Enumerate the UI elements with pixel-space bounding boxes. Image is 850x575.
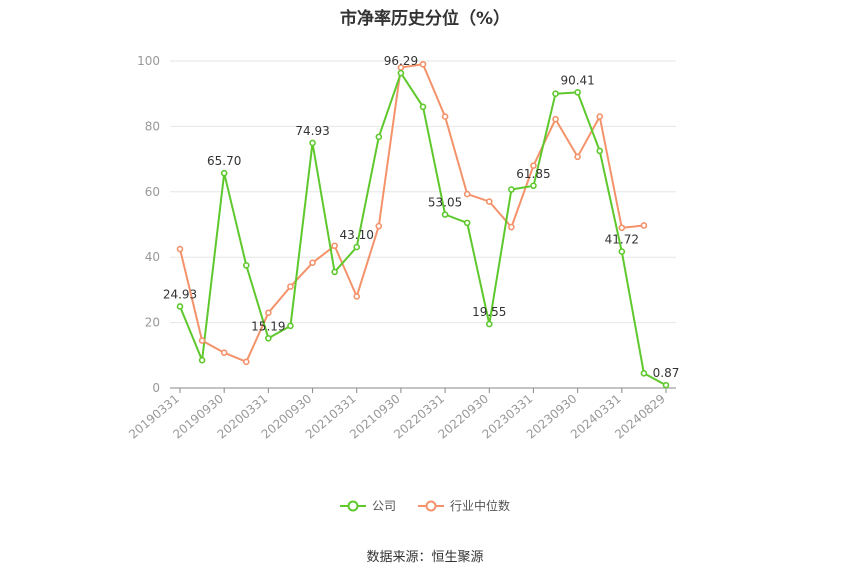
data-point-industry	[596, 113, 604, 120]
data-point-industry	[552, 115, 559, 123]
y-tick-label: 80	[145, 119, 160, 133]
data-point-industry	[242, 358, 250, 366]
y-tick-label: 60	[145, 185, 160, 199]
series-lines	[179, 63, 667, 387]
grid-lines	[170, 60, 676, 324]
data-point-company	[176, 303, 184, 310]
data-point-industry	[287, 283, 294, 290]
data-point-industry	[220, 349, 228, 356]
data-point-company	[198, 356, 206, 364]
data-point-company	[353, 243, 361, 251]
data-label-company: 19.55	[472, 305, 506, 319]
data-point-company	[508, 186, 515, 193]
data-point-industry	[441, 113, 449, 120]
data-point-company	[596, 147, 604, 155]
data-point-industry	[618, 224, 626, 232]
legend-company-marker-icon	[339, 500, 366, 511]
y-tick-label: 40	[145, 250, 160, 264]
legend: 公司 行业中位数	[0, 497, 850, 514]
data-source: 数据来源：恒生聚源	[366, 550, 484, 565]
data-label-company: 74.93	[295, 124, 329, 138]
data-point-company	[574, 89, 581, 96]
data-label-company: 43.10	[340, 228, 374, 242]
series-line-industry	[179, 63, 645, 363]
data-point-industry	[265, 309, 272, 317]
y-tick-label: 0	[152, 381, 160, 395]
data-point-company	[287, 322, 294, 330]
data-point-industry	[309, 259, 316, 267]
data-point-company	[265, 335, 272, 342]
legend-industry-marker-icon	[418, 500, 444, 511]
data-point-company	[485, 320, 493, 328]
data-label-company: 24.93	[163, 287, 197, 301]
data-label-company: 96.29	[384, 54, 418, 68]
series-line-company	[179, 72, 667, 387]
data-label-company: 0.87	[653, 366, 680, 380]
data-point-industry	[375, 222, 383, 230]
data-point-industry	[419, 60, 427, 68]
chart-title: 市净率历史分位（%）	[339, 9, 511, 29]
legend-item-company[interactable]: 公司	[339, 497, 396, 514]
data-point-company	[530, 182, 537, 190]
data-point-industry	[485, 198, 493, 205]
data-label-company: 41.72	[605, 233, 639, 247]
line-chart: 0204060801002019033120190930202003312020…	[126, 54, 680, 442]
data-point-company	[242, 262, 250, 269]
data-point-company	[640, 369, 648, 377]
data-point-industry	[176, 245, 184, 253]
data-label-company: 53.05	[428, 196, 462, 210]
data-point-company	[618, 248, 626, 255]
data-point-company	[441, 211, 449, 218]
data-points	[176, 60, 670, 389]
data-label-company: 65.70	[207, 154, 241, 168]
data-point-industry	[331, 242, 338, 250]
axes: 0204060801002019033120190930202003312020…	[126, 54, 676, 442]
data-label-company: 61.85	[516, 167, 550, 181]
data-point-company	[309, 139, 316, 147]
data-point-company	[220, 169, 228, 177]
data-point-industry	[353, 293, 361, 300]
data-point-industry	[508, 223, 515, 231]
data-point-company	[552, 90, 559, 97]
legend-item-industry[interactable]: 行业中位数	[418, 497, 510, 514]
y-tick-label: 100	[137, 54, 160, 68]
legend-industry-label: 行业中位数	[450, 499, 511, 513]
data-point-company	[463, 219, 471, 227]
data-point-company	[419, 103, 427, 111]
data-point-company	[375, 133, 383, 141]
legend-company-label: 公司	[371, 499, 396, 513]
data-point-company	[397, 69, 405, 77]
data-labels: 24.93 65.70 15.19 74.93 43.10 96.29 53.05 19.55…	[163, 54, 680, 380]
data-label-company: 90.41	[560, 73, 594, 87]
data-point-industry	[530, 162, 537, 169]
data-point-industry	[463, 190, 471, 198]
data-point-industry	[640, 222, 648, 229]
y-tick-label: 20	[145, 316, 160, 330]
data-point-industry	[198, 337, 206, 344]
data-point-industry	[574, 153, 581, 161]
data-point-company	[662, 381, 670, 389]
data-point-company	[331, 268, 338, 276]
data-label-company: 15.19	[251, 319, 285, 333]
